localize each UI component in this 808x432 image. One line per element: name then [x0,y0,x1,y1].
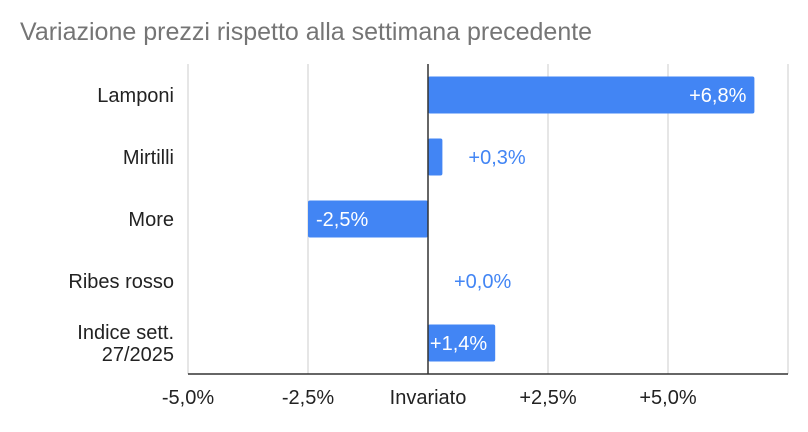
x-tick-label: +5,0% [639,387,696,409]
category-label: More [128,209,174,231]
category-label: Lamponi [97,85,174,107]
data-label: +0,0% [454,271,511,293]
category-label: Indice sett. [77,322,174,344]
x-tick-label: Invariato [390,387,467,409]
bar [428,324,496,362]
x-tick-label: +2,5% [519,387,576,409]
axis-layer [188,64,788,375]
x-tick-label: -2,5% [282,387,334,409]
data-label: +6,8% [689,85,746,107]
category-label: Ribes rosso [68,271,174,293]
bar [308,200,428,238]
x-tick-label: -5,0% [162,387,214,409]
chart-title: Variazione prezzi rispetto alla settiman… [20,18,593,46]
label-layer: -5,0% -2,5% Invariato +2,5% +5,0% Lamponi +6,8… [68,85,746,409]
category-label: 27/2025 [102,344,174,366]
bar-layer [308,76,755,362]
data-label: +0,3% [468,147,525,169]
bar [428,138,443,176]
data-label: +1,4% [430,333,487,355]
data-label: -2,5% [316,209,368,231]
category-label: Mirtilli [123,147,174,169]
bar [428,76,755,114]
